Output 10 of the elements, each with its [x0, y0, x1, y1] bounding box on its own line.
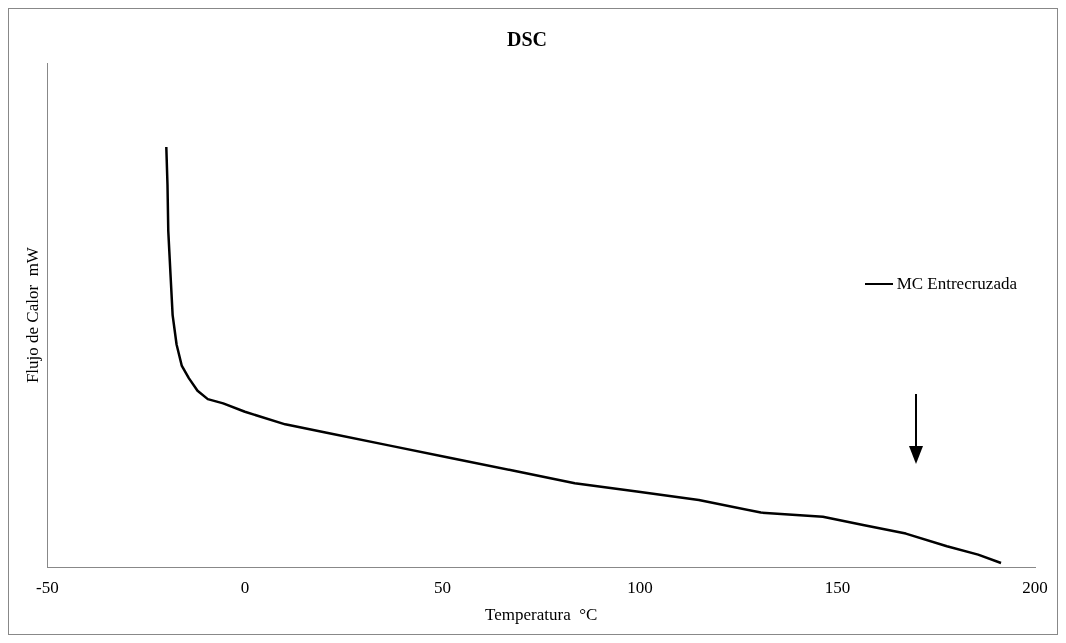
- x-tick-label: 50: [433, 577, 451, 597]
- legend-label: MC Entrecruzada: [896, 274, 1017, 294]
- y-axis-title: Flujo de Calor mW: [22, 246, 42, 384]
- x-tick-label: 100: [627, 577, 653, 597]
- x-tick-label: -50: [36, 577, 59, 597]
- chart-title: DSC: [506, 28, 548, 51]
- x-tick-label: 0: [240, 577, 250, 597]
- x-tick-label: 150: [824, 577, 851, 597]
- x-tick-label: 200: [1022, 577, 1048, 597]
- x-axis-title: Temperatura °C: [485, 605, 598, 625]
